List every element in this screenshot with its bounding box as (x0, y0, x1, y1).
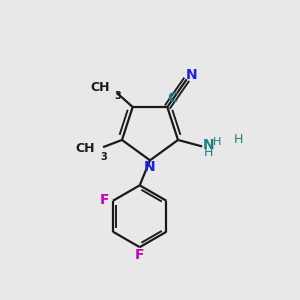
Text: F: F (99, 193, 109, 207)
Text: 3: 3 (114, 92, 121, 101)
Text: CH: CH (76, 142, 95, 155)
Text: H: H (234, 133, 243, 146)
Text: H: H (203, 146, 213, 159)
Text: F: F (134, 248, 144, 262)
Text: N: N (202, 138, 214, 152)
Text: N: N (144, 160, 156, 174)
Text: 3: 3 (100, 152, 107, 163)
Text: H: H (213, 137, 221, 147)
Text: CH: CH (90, 81, 110, 94)
Text: C: C (167, 91, 178, 104)
Text: N: N (186, 68, 198, 83)
